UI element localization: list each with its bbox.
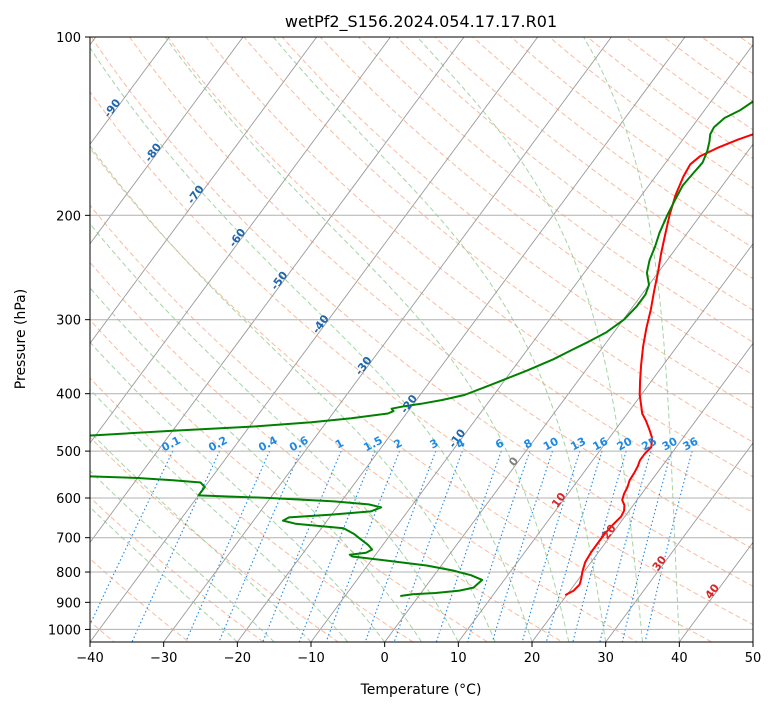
x-tick-label: 30	[597, 651, 614, 666]
x-tick-label: 20	[524, 651, 541, 666]
x-tick-label: 0	[381, 651, 389, 666]
y-tick-label: 800	[56, 566, 81, 581]
chart-title: wetPf2_S156.2024.054.17.17.R01	[285, 12, 557, 32]
x-tick-label: −30	[150, 651, 177, 666]
x-tick-label: 10	[450, 651, 467, 666]
y-tick-label: 300	[56, 314, 81, 329]
x-tick-label: 40	[671, 651, 688, 666]
y-tick-label: 600	[56, 492, 81, 507]
x-axis-label: Temperature (°C)	[360, 682, 482, 698]
x-tick-label: −40	[76, 651, 103, 666]
y-tick-label: 700	[56, 532, 81, 547]
y-tick-label: 200	[56, 209, 81, 224]
y-tick-label: 900	[56, 596, 81, 611]
y-axis-label: Pressure (hPa)	[13, 289, 29, 389]
x-tick-label: 50	[745, 651, 762, 666]
y-tick-label: 100	[56, 31, 81, 46]
y-tick-label: 400	[56, 388, 81, 403]
x-tick-label: −10	[297, 651, 324, 666]
x-tick-label: −20	[224, 651, 251, 666]
y-tick-label: 1000	[48, 623, 81, 638]
y-tick-label: 500	[56, 445, 81, 460]
